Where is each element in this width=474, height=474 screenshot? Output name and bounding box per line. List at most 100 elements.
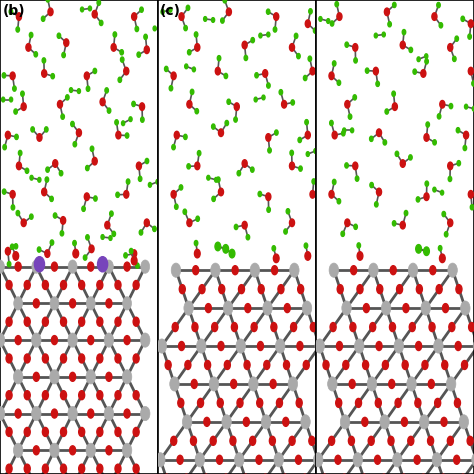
Circle shape — [404, 210, 408, 216]
Circle shape — [94, 196, 97, 201]
Circle shape — [59, 171, 63, 176]
Circle shape — [273, 13, 279, 20]
Circle shape — [51, 73, 55, 79]
Circle shape — [148, 182, 152, 187]
Circle shape — [290, 44, 294, 51]
Circle shape — [432, 453, 442, 467]
Circle shape — [298, 137, 301, 143]
Circle shape — [457, 161, 461, 166]
Circle shape — [368, 436, 374, 446]
Circle shape — [470, 205, 474, 210]
Circle shape — [68, 260, 77, 273]
Circle shape — [255, 73, 258, 78]
Circle shape — [45, 177, 49, 182]
Circle shape — [86, 370, 95, 384]
Circle shape — [15, 134, 18, 139]
Circle shape — [171, 263, 181, 277]
Circle shape — [125, 133, 129, 138]
Circle shape — [107, 108, 111, 113]
Circle shape — [73, 142, 77, 147]
Circle shape — [380, 415, 390, 429]
Circle shape — [61, 428, 66, 437]
Circle shape — [121, 121, 125, 126]
Circle shape — [227, 8, 231, 16]
Circle shape — [100, 20, 103, 26]
Circle shape — [46, 0, 50, 2]
Circle shape — [141, 260, 150, 273]
Circle shape — [221, 18, 224, 23]
Circle shape — [105, 88, 109, 93]
Circle shape — [374, 33, 377, 38]
Circle shape — [198, 398, 203, 408]
Circle shape — [133, 317, 139, 326]
Circle shape — [329, 191, 334, 198]
Circle shape — [290, 219, 294, 227]
Circle shape — [9, 97, 13, 102]
Circle shape — [169, 86, 173, 91]
Circle shape — [350, 322, 356, 332]
Circle shape — [337, 80, 341, 85]
Circle shape — [60, 231, 64, 236]
Circle shape — [356, 398, 362, 408]
Circle shape — [115, 464, 121, 473]
Circle shape — [109, 236, 112, 240]
Circle shape — [468, 67, 474, 75]
Circle shape — [416, 197, 420, 202]
Circle shape — [465, 104, 468, 109]
Circle shape — [70, 373, 76, 381]
Circle shape — [29, 32, 33, 37]
Circle shape — [195, 109, 199, 114]
Circle shape — [97, 354, 103, 363]
Circle shape — [139, 230, 143, 235]
Circle shape — [472, 453, 474, 467]
Circle shape — [425, 59, 428, 64]
Circle shape — [212, 322, 218, 332]
Circle shape — [328, 436, 335, 446]
Circle shape — [250, 263, 260, 277]
Circle shape — [232, 265, 238, 275]
Circle shape — [298, 284, 304, 294]
Circle shape — [115, 354, 121, 363]
Circle shape — [16, 27, 19, 32]
Circle shape — [124, 67, 129, 75]
Circle shape — [467, 436, 473, 446]
Circle shape — [183, 209, 187, 214]
Circle shape — [129, 117, 132, 121]
Circle shape — [61, 391, 66, 400]
Circle shape — [188, 50, 191, 55]
Circle shape — [24, 391, 30, 400]
Circle shape — [84, 72, 89, 80]
Circle shape — [194, 240, 198, 246]
Circle shape — [179, 284, 185, 294]
Circle shape — [33, 373, 39, 381]
Circle shape — [86, 443, 95, 457]
Circle shape — [140, 7, 143, 12]
Circle shape — [92, 157, 97, 165]
Circle shape — [64, 39, 69, 46]
Circle shape — [375, 398, 381, 408]
Circle shape — [41, 16, 45, 21]
Circle shape — [205, 360, 210, 370]
Circle shape — [354, 58, 357, 63]
Circle shape — [407, 377, 416, 391]
Circle shape — [335, 455, 341, 465]
Circle shape — [419, 415, 429, 429]
Circle shape — [13, 443, 23, 457]
Circle shape — [437, 2, 440, 8]
Circle shape — [115, 428, 121, 437]
Circle shape — [115, 317, 121, 326]
Circle shape — [165, 360, 171, 370]
Circle shape — [169, 8, 172, 12]
Circle shape — [112, 231, 116, 237]
Circle shape — [416, 341, 422, 351]
Circle shape — [32, 260, 41, 273]
Circle shape — [21, 91, 24, 96]
Circle shape — [273, 254, 279, 263]
Circle shape — [170, 377, 179, 391]
Circle shape — [61, 317, 66, 326]
Circle shape — [79, 428, 85, 437]
Circle shape — [354, 224, 357, 229]
Circle shape — [89, 245, 94, 253]
Circle shape — [161, 9, 164, 14]
Circle shape — [6, 464, 12, 473]
